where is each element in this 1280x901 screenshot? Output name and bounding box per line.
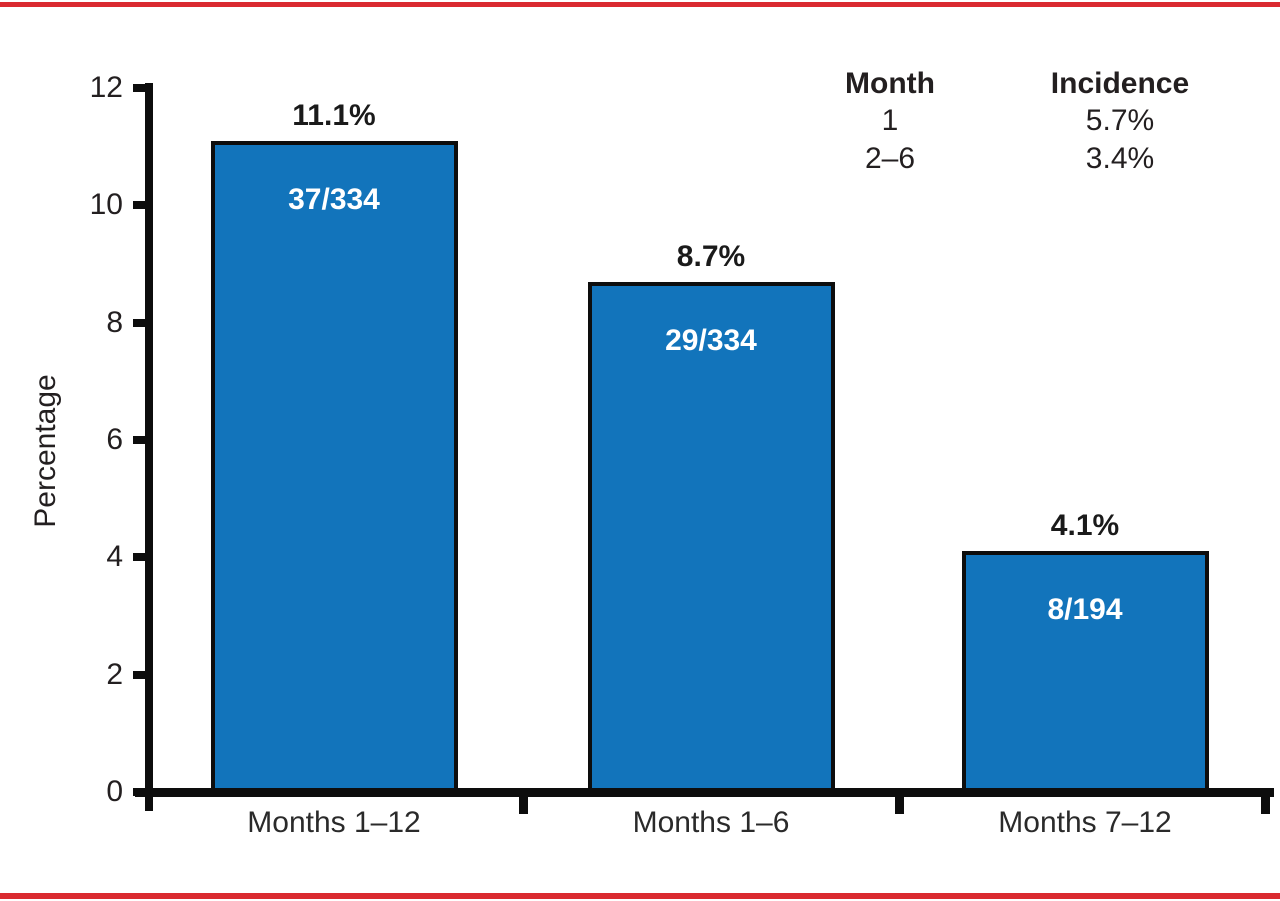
y-tick-label: 0 bbox=[106, 775, 123, 808]
x-tick-mark bbox=[1261, 788, 1270, 814]
bar bbox=[587, 281, 835, 792]
y-tick-mark bbox=[133, 553, 146, 562]
legend-cell-incidence-2: 3.4% bbox=[1085, 142, 1155, 175]
y-tick-label: 10 bbox=[89, 188, 123, 222]
y-tick-label: 4 bbox=[106, 540, 123, 574]
legend-table: Month Incidence 1 5.7% 2–6 3.4% bbox=[780, 64, 1240, 178]
bar-percent-label: 4.1% bbox=[1050, 509, 1120, 543]
bottom-red-rule bbox=[0, 893, 1280, 899]
bar-percent-label: 11.1% bbox=[292, 98, 376, 132]
bar-fraction-label: 37/334 bbox=[288, 182, 380, 216]
bar-percent-label: 8.7% bbox=[676, 239, 746, 273]
y-tick-label: 2 bbox=[106, 657, 123, 691]
y-tick-mark bbox=[133, 788, 146, 796]
y-tick-mark bbox=[133, 84, 146, 92]
x-tick-mark bbox=[895, 788, 904, 814]
legend-header-month: Month bbox=[845, 67, 935, 100]
legend-cell-month-2: 2–6 bbox=[864, 142, 916, 175]
y-tick-label: 12 bbox=[89, 71, 123, 104]
y-tick-label: 6 bbox=[106, 423, 123, 456]
x-category-label: Months 1–12 bbox=[247, 806, 421, 839]
bar-fraction-label: 29/334 bbox=[665, 323, 757, 357]
top-red-rule bbox=[0, 2, 1280, 7]
legend-cell-incidence-1: 5.7% bbox=[1085, 104, 1155, 137]
y-tick-mark bbox=[133, 670, 146, 679]
y-tick-mark bbox=[133, 318, 146, 327]
x-tick-mark bbox=[519, 788, 528, 814]
bar bbox=[961, 551, 1209, 792]
legend-cell-month-1: 1 bbox=[881, 104, 899, 137]
bar-fraction-label: 8/194 bbox=[1047, 593, 1123, 627]
x-axis-line bbox=[135, 788, 1274, 797]
y-tick-mark bbox=[133, 201, 146, 210]
bar bbox=[210, 140, 458, 792]
y-tick-label: 8 bbox=[106, 305, 123, 339]
y-tick-mark bbox=[133, 436, 146, 444]
y-axis-line bbox=[145, 83, 153, 811]
x-category-label: Months 1–6 bbox=[632, 806, 790, 839]
x-category-label: Months 7–12 bbox=[998, 806, 1172, 839]
legend-header-incidence: Incidence bbox=[1050, 67, 1190, 100]
